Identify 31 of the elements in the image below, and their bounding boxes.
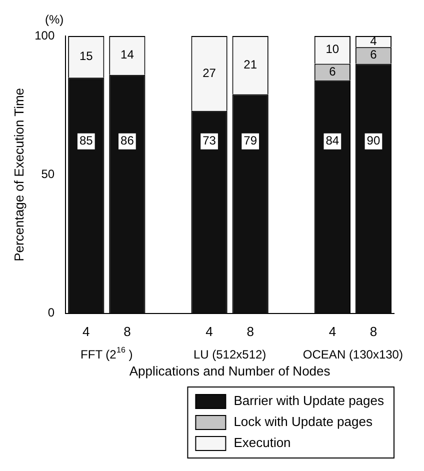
y-tick-label: 50 [41,167,55,182]
x-tick-label: 8 [370,324,378,339]
y-tick-label: 100 [34,28,55,42]
data-label: 10 [326,42,340,56]
data-label: 27 [202,66,216,80]
data-label: 86 [120,134,134,148]
text: OCEAN (130x130) [302,347,403,362]
x-tick-label: 4 [206,324,213,339]
data-label: 85 [79,134,94,148]
x-tick-label: 8 [124,324,131,339]
data-label: 84 [326,134,340,148]
data-label: 79 [244,134,258,148]
text: (%) [44,12,64,26]
data-label: 73 [202,134,216,148]
legend-label: Barrier with Update pages [234,393,384,408]
x-tick-label: 8 [246,324,254,339]
y-axis-title: Percentage of Execution Time [11,88,26,262]
y-tick-label: 0 [48,306,55,320]
x-axis-title: Applications and Number of Nodes [129,364,331,379]
data-label: 4 [370,34,378,48]
data-label: 90 [366,134,380,148]
data-label: 15 [79,49,94,64]
data-label: 6 [329,64,336,78]
legend-label: Lock with Update pages [234,414,373,430]
x-tick-label: 4 [328,324,336,339]
legend-label: Execution [234,435,291,450]
data-label: 21 [244,57,258,72]
data-label: 14 [120,48,134,62]
x-tick-label: 4 [82,324,90,339]
data-label: 6 [370,48,378,62]
text: LU (512x512) [193,347,266,362]
